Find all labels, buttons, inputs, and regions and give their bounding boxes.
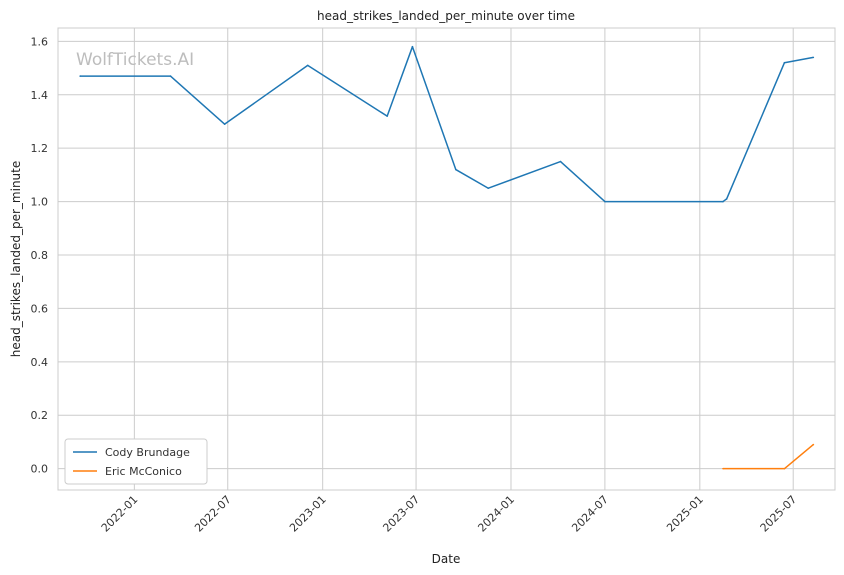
legend-label-cody-brundage: Cody Brundage <box>105 446 190 459</box>
watermark: WolfTickets.AI <box>76 50 194 70</box>
y-tick-label: 0.4 <box>31 356 49 369</box>
y-tick-label: 0.6 <box>31 302 49 315</box>
data-point-cody-brundage <box>812 56 815 59</box>
x-tick-label: 2025-01 <box>664 493 706 535</box>
y-tick-label: 1.0 <box>31 196 49 209</box>
chart-title: head_strikes_landed_per_minute over time <box>317 9 575 23</box>
y-tick-label: 1.6 <box>31 35 49 48</box>
data-point-cody-brundage <box>223 123 226 125</box>
legend: Cody Brundage Eric McConico <box>64 438 208 485</box>
data-point-cody-brundage <box>604 200 606 203</box>
x-tick-label: 2022-07 <box>192 493 234 535</box>
plot-area <box>57 27 836 491</box>
data-point-eric-mcconico <box>783 467 786 470</box>
legend-label-eric-mcconico: Eric McConico <box>105 465 182 478</box>
x-tick-label: 2025-07 <box>758 493 800 535</box>
series-lines <box>79 45 815 470</box>
data-point-cody-brundage <box>559 160 562 163</box>
y-axis-ticks: 0.0 0.2 0.4 0.6 0.8 1.0 1.2 1.4 1.6 <box>31 35 49 475</box>
x-axis-ticks: 2022-01 2022-07 2023-01 2023-07 2024-01 2024-… <box>99 493 800 535</box>
x-axis-title: Date <box>432 552 461 566</box>
legend-box <box>64 438 208 485</box>
data-point-cody-brundage <box>386 115 388 117</box>
y-tick-label: 0.8 <box>31 249 49 262</box>
data-point-cody-brundage <box>783 61 786 64</box>
data-point-cody-brundage <box>411 45 414 48</box>
data-point-cody-brundage <box>454 168 457 171</box>
data-point-eric-mcconico <box>812 443 815 446</box>
y-axis-title: head_strikes_landed_per_minute <box>9 161 23 358</box>
x-tick-label: 2024-07 <box>569 493 611 535</box>
data-point-cody-brundage <box>306 64 309 67</box>
data-point-eric-mcconico <box>722 467 724 470</box>
data-point-cody-brundage <box>487 187 490 190</box>
x-tick-label: 2022-01 <box>99 493 141 535</box>
data-point-cody-brundage <box>169 75 172 77</box>
data-point-cody-brundage <box>722 200 724 203</box>
x-tick-label: 2024-01 <box>475 493 517 535</box>
y-tick-label: 1.2 <box>31 142 49 155</box>
x-tick-label: 2023-01 <box>287 493 329 535</box>
x-tick-label: 2023-07 <box>380 493 422 535</box>
grid-lines <box>58 28 835 490</box>
y-tick-label: 0.0 <box>31 463 49 476</box>
y-tick-label: 0.2 <box>31 409 49 422</box>
y-tick-label: 1.4 <box>31 89 49 102</box>
data-point-cody-brundage <box>79 75 81 77</box>
data-point-cody-brundage <box>725 198 728 200</box>
